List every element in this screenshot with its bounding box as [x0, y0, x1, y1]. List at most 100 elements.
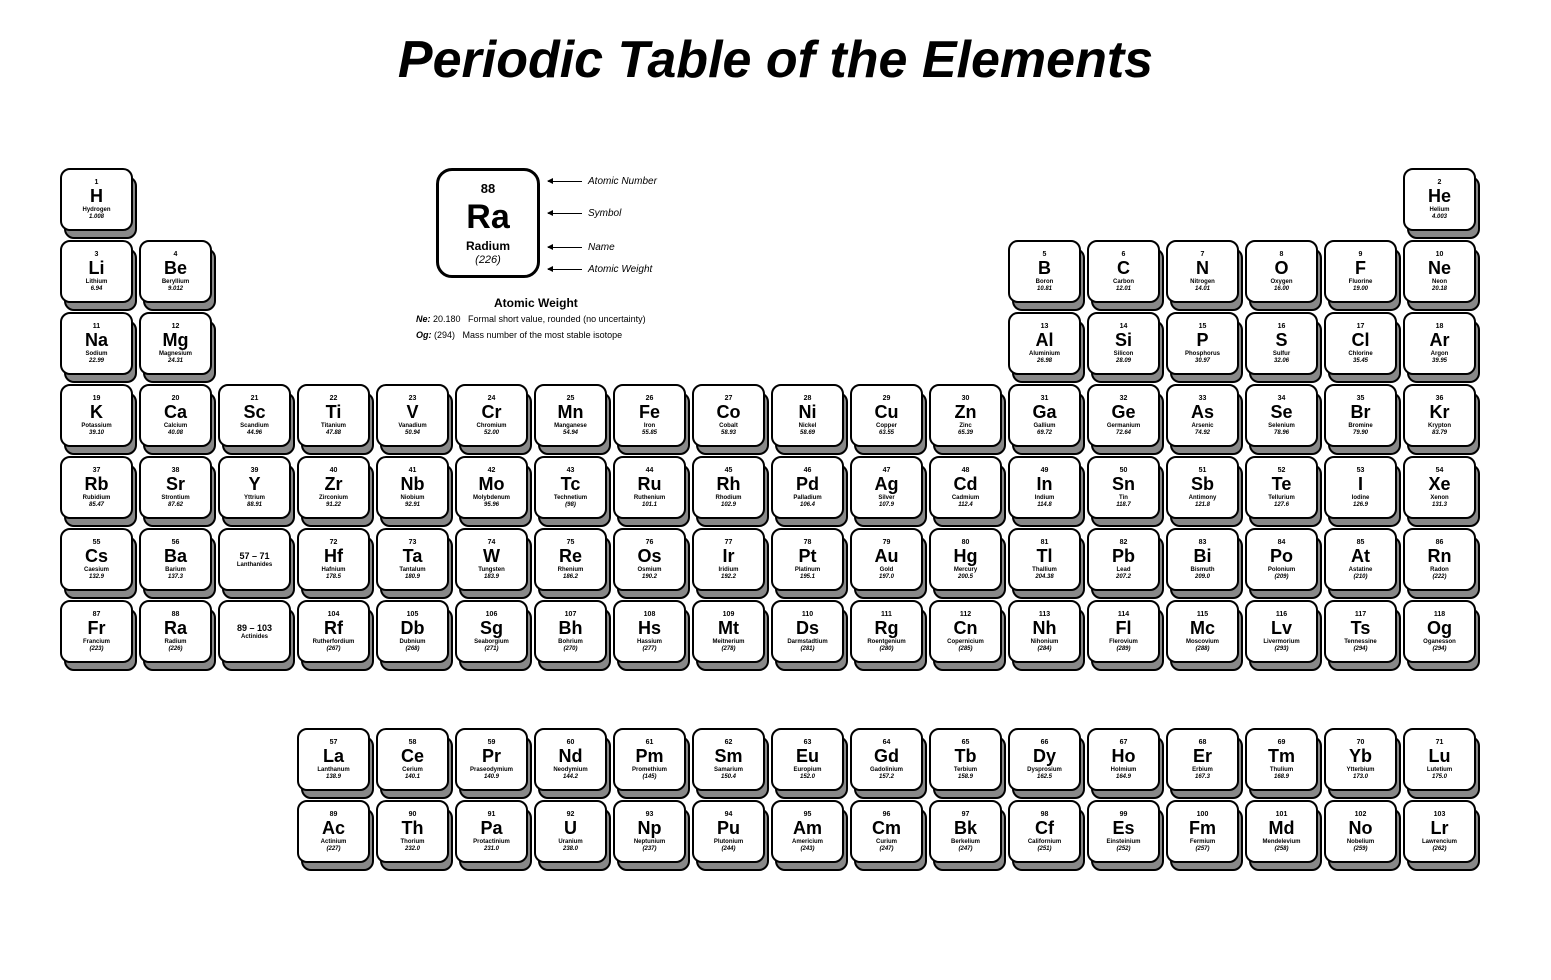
element-symbol: Ac: [322, 819, 345, 838]
atomic-weight: 1.008: [89, 214, 104, 220]
atomic-number: 28: [804, 395, 812, 402]
atomic-weight: (294): [1353, 646, 1367, 652]
element-symbol: Er: [1193, 747, 1212, 766]
element-symbol: Tm: [1268, 747, 1295, 766]
element-cell-Os: 76OsOsmium190.2: [613, 528, 686, 591]
element-cell-Cd: 48CdCadmium112.4: [929, 456, 1002, 519]
element-cell-Ts: 117TsTennessine(294): [1324, 600, 1397, 663]
element-cell-W: 74WTungsten183.9: [455, 528, 528, 591]
atomic-weight: (98): [565, 502, 576, 508]
element-cell-Fe: 26FeIron55.85: [613, 384, 686, 447]
element-cell-Sm: 62SmSamarium150.4: [692, 728, 765, 791]
element-symbol: Ds: [796, 619, 819, 638]
element-symbol: Mc: [1190, 619, 1215, 638]
element-cell-Ba: 56BaBarium137.3: [139, 528, 212, 591]
atomic-number: 118: [1434, 611, 1445, 618]
element-symbol: Ta: [403, 547, 423, 566]
element-cell-I: 53IIodine126.9: [1324, 456, 1397, 519]
atomic-weight: (293): [1274, 646, 1288, 652]
element-cell-Cr: 24CrChromium52.00: [455, 384, 528, 447]
atomic-number: 38: [172, 467, 180, 474]
atomic-weight: 173.0: [1353, 774, 1368, 780]
legend-arrow: [548, 247, 582, 248]
atomic-weight: 132.9: [89, 574, 104, 580]
element-cell-Pu: 94PuPlutonium(244): [692, 800, 765, 863]
element-symbol: N: [1196, 259, 1209, 278]
atomic-number: 52: [1278, 467, 1286, 474]
legend-arrow: [548, 181, 582, 182]
atomic-weight: 39.95: [1432, 358, 1447, 364]
atomic-weight: 150.4: [721, 774, 736, 780]
element-cell-Ra: 88RaRadium(226): [139, 600, 212, 663]
atomic-number: 89: [330, 811, 338, 818]
element-cell-Ti: 22TiTitanium47.88: [297, 384, 370, 447]
element-symbol: Pd: [796, 475, 819, 494]
element-symbol: Tl: [1037, 547, 1053, 566]
atomic-number: 30: [962, 395, 970, 402]
atomic-number: 106: [486, 611, 498, 618]
element-cell-Ga: 31GaGallium69.72: [1008, 384, 1081, 447]
element-cell-Kr: 36KrKrypton83.79: [1403, 384, 1476, 447]
atomic-number: 72: [330, 539, 338, 546]
element-symbol: Sr: [166, 475, 185, 494]
element-cell-Es: 99EsEinsteinium(252): [1087, 800, 1160, 863]
atomic-weight: 164.9: [1116, 774, 1131, 780]
atomic-weight: 231.0: [484, 846, 499, 852]
element-cell-At: 85AtAstatine(210): [1324, 528, 1397, 591]
element-cell-Xe: 54XeXenon131.3: [1403, 456, 1476, 519]
atomic-number: 108: [644, 611, 656, 618]
element-cell-Pd: 46PdPalladium106.4: [771, 456, 844, 519]
element-cell-Rn: 86RnRadon(222): [1403, 528, 1476, 591]
element-symbol: Os: [637, 547, 661, 566]
atomic-number: 69: [1278, 739, 1286, 746]
atomic-weight: (259): [1353, 846, 1367, 852]
atomic-weight: 197.0: [879, 574, 894, 580]
legend-label: Symbol: [588, 208, 621, 219]
atomic-weight: 118.7: [1116, 502, 1131, 508]
element-symbol: Bh: [559, 619, 583, 638]
atomic-number: 117: [1355, 611, 1366, 618]
element-cell-No: 102NoNobelium(259): [1324, 800, 1397, 863]
atomic-weight: 39.10: [89, 430, 104, 436]
atomic-number: 58: [409, 739, 417, 746]
element-symbol: Mt: [718, 619, 739, 638]
element-cell-Co: 27CoCobalt58.93: [692, 384, 765, 447]
atomic-weight: 168.9: [1274, 774, 1289, 780]
element-symbol: Cl: [1352, 331, 1370, 350]
atomic-number: 116: [1276, 611, 1287, 618]
atomic-number: 84: [1278, 539, 1286, 546]
legend-number: 88: [481, 181, 495, 196]
element-symbol: As: [1191, 403, 1214, 422]
atomic-number: 31: [1041, 395, 1049, 402]
element-symbol: I: [1358, 475, 1363, 494]
atomic-weight: 6.94: [91, 286, 103, 292]
element-symbol: Ce: [401, 747, 424, 766]
element-symbol: Fe: [639, 403, 660, 422]
atomic-weight: (226): [168, 646, 182, 652]
atomic-number: 12: [172, 323, 180, 330]
element-cell-U: 92UUranium238.0: [534, 800, 607, 863]
atomic-number: 35: [1357, 395, 1365, 402]
atomic-number: 87: [93, 611, 101, 618]
element-symbol: Cm: [872, 819, 901, 838]
element-symbol: Np: [638, 819, 662, 838]
element-symbol: Rh: [717, 475, 741, 494]
element-symbol: Zr: [325, 475, 343, 494]
atomic-number: 25: [567, 395, 575, 402]
atomic-weight: 32.06: [1274, 358, 1289, 364]
atomic-number: 115: [1197, 611, 1208, 618]
legend-symbol: Ra: [466, 198, 509, 237]
element-cell-Mt: 109MtMeitnerium(278): [692, 600, 765, 663]
atomic-number: 113: [1039, 611, 1050, 618]
element-symbol: At: [1351, 547, 1370, 566]
element-symbol: Ar: [1429, 331, 1449, 350]
atomic-number: 9: [1359, 251, 1363, 258]
atomic-number: 63: [804, 739, 812, 746]
atomic-weight: 52.00: [484, 430, 499, 436]
atomic-weight: 85.47: [89, 502, 104, 508]
atomic-weight: 190.2: [642, 574, 657, 580]
element-symbol: Br: [1350, 403, 1370, 422]
atomic-weight: (222): [1432, 574, 1446, 580]
element-symbol: 57 – 71: [239, 552, 269, 561]
element-cell-Pr: 59PrPraseodymium140.9: [455, 728, 528, 791]
